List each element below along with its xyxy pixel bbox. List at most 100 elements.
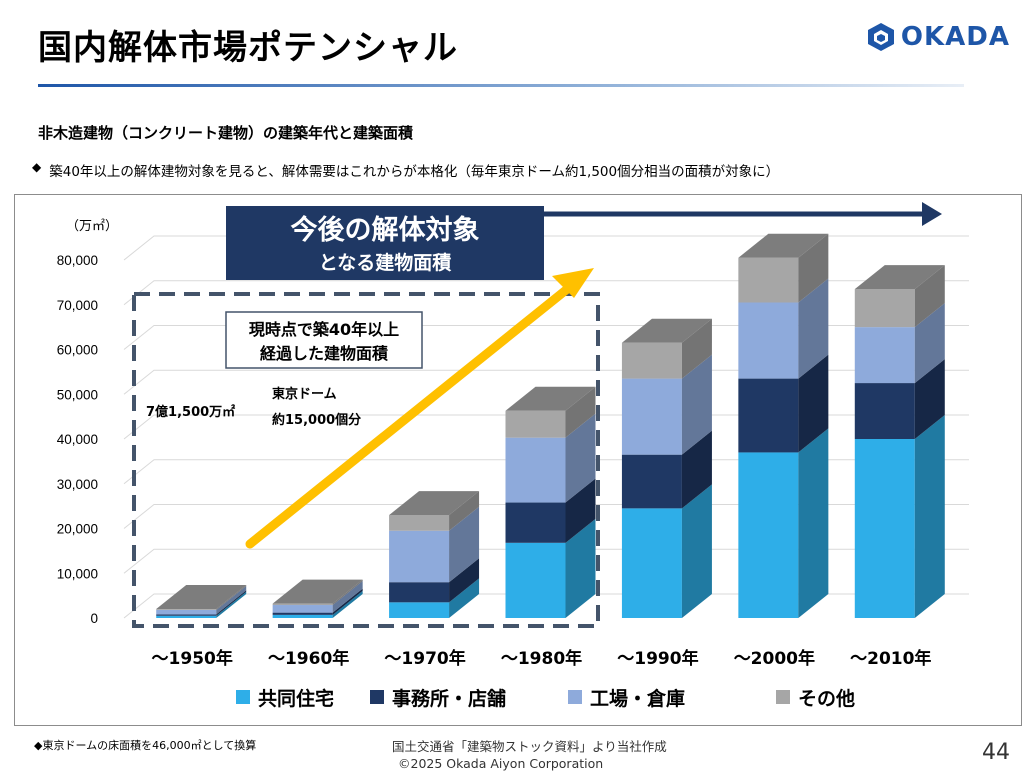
bar-segment-side bbox=[798, 428, 829, 618]
y-tick-label: 10,000 bbox=[57, 566, 98, 581]
bar-segment-その他 bbox=[156, 609, 217, 610]
copyright: ©2025 Okada Aiyon Corporation bbox=[398, 756, 604, 771]
legend-label: 事務所・店舗 bbox=[392, 687, 506, 710]
bar-segment-その他 bbox=[854, 289, 915, 328]
x-category-label: ～2000年 bbox=[734, 648, 815, 669]
bar-top bbox=[621, 318, 712, 343]
x-category-label: ～1970年 bbox=[384, 648, 465, 669]
y-tick-label: 0 bbox=[90, 611, 98, 626]
bar-segment-side bbox=[216, 585, 247, 615]
future-subtitle: となる建物面積 bbox=[319, 251, 451, 274]
bar-segment-共同住宅 bbox=[389, 602, 450, 618]
bar-segment-side bbox=[681, 484, 712, 618]
growth-arrow-line bbox=[245, 277, 581, 549]
x-category-label: ～1960年 bbox=[268, 648, 349, 669]
diamond-bullet-icon: ◆ bbox=[32, 160, 42, 174]
y-axis-ticks: 0 10,000 20,000 30,000 40,000 50,000 60,000 70,… bbox=[57, 253, 98, 626]
bar-segment-共同住宅 bbox=[738, 452, 799, 618]
bar-segment-side bbox=[216, 591, 247, 618]
y-tick-label: 50,000 bbox=[57, 387, 98, 402]
bar-segment-side bbox=[216, 590, 247, 616]
bar-segment-共同住宅 bbox=[505, 542, 566, 618]
hexagon-logo-icon bbox=[867, 23, 894, 51]
logo-text: OKADA bbox=[900, 22, 1010, 52]
bar-segment-事務所・店舗 bbox=[156, 614, 217, 616]
aged-note-line1: 現時点で築40年以上 bbox=[249, 320, 399, 339]
bar-segment-side bbox=[565, 413, 596, 503]
y-tick-label: 20,000 bbox=[57, 522, 98, 537]
bar-segment-工場・倉庫 bbox=[156, 609, 217, 615]
y-tick-label: 40,000 bbox=[57, 432, 98, 447]
growth-arrow-head bbox=[552, 268, 594, 298]
bar-segment-side bbox=[798, 233, 829, 303]
dome-line2: 約15,000個分 bbox=[272, 412, 361, 428]
x-category-label: ～1990年 bbox=[617, 648, 698, 669]
bar-segment-事務所・店舗 bbox=[272, 612, 333, 615]
bar-segment-工場・倉庫 bbox=[621, 378, 682, 455]
legend-label: 工場・倉庫 bbox=[590, 687, 685, 710]
bar-segment-side bbox=[798, 354, 829, 453]
chart-subtitle: 非木造建物（コンクリート建物）の建築年代と建築面積 bbox=[38, 124, 414, 142]
bar-segment-side bbox=[914, 415, 945, 618]
legend-swatch bbox=[236, 690, 250, 704]
legend-label: その他 bbox=[798, 687, 855, 710]
bar-top bbox=[272, 579, 363, 604]
okada-logo: OKADA bbox=[867, 22, 1010, 52]
y-axis-unit-label: （万㎡） bbox=[66, 218, 118, 233]
bar-segment-side bbox=[449, 578, 480, 618]
bar-segment-その他 bbox=[505, 410, 566, 438]
aged-area-total: 7億1,500万㎡ bbox=[146, 404, 235, 420]
bar-stack bbox=[854, 265, 945, 618]
bar-segment-side bbox=[565, 518, 596, 618]
bar-segment-工場・倉庫 bbox=[272, 605, 333, 613]
legend: 共同住宅 事務所・店舗 工場・倉庫 その他 bbox=[236, 687, 855, 710]
page-title: 国内解体市場ポテンシャル bbox=[38, 28, 458, 68]
bar-top bbox=[505, 386, 596, 411]
bar-segment-その他 bbox=[389, 515, 450, 531]
bar-stack bbox=[505, 386, 596, 618]
bar-segment-事務所・店舗 bbox=[854, 383, 915, 439]
bar-segment-side bbox=[681, 354, 712, 455]
bar-segment-工場・倉庫 bbox=[738, 302, 799, 379]
x-category-label: ～1980年 bbox=[501, 648, 582, 669]
bars bbox=[156, 233, 945, 618]
bar-segment-side bbox=[914, 303, 945, 384]
y-tick-label: 60,000 bbox=[57, 343, 98, 358]
aged-note-line2: 経過した建物面積 bbox=[260, 344, 389, 363]
bar-segment-その他 bbox=[738, 257, 799, 303]
legend-swatch bbox=[370, 690, 384, 704]
y-tick-label: 30,000 bbox=[57, 477, 98, 492]
bar-segment-side bbox=[449, 491, 480, 531]
bar-segment-工場・倉庫 bbox=[505, 437, 566, 503]
bar-segment-事務所・店舗 bbox=[505, 502, 566, 543]
bar-segment-工場・倉庫 bbox=[854, 327, 915, 384]
legend-label: 共同住宅 bbox=[258, 687, 334, 710]
bar-top bbox=[156, 585, 247, 610]
bar-segment-共同住宅 bbox=[156, 615, 217, 618]
bar-segment-side bbox=[914, 359, 945, 439]
bar-segment-side bbox=[449, 506, 480, 583]
bar-segment-side bbox=[332, 590, 363, 618]
chart-frame bbox=[14, 194, 1022, 726]
future-banner bbox=[226, 206, 544, 280]
dome-line1: 東京ドーム bbox=[272, 386, 337, 402]
bar-segment-side bbox=[449, 558, 480, 603]
footnote: ◆東京ドームの床面積を46,000㎡として換算 bbox=[34, 739, 257, 752]
x-category-label: ～2010年 bbox=[850, 648, 931, 669]
bar-segment-side bbox=[565, 386, 596, 438]
x-axis-categories: ～1950年 ～1960年 ～1970年 ～1980年 ～1990年 ～2000年 ～201… bbox=[152, 648, 932, 669]
y-tick-label: 80,000 bbox=[57, 253, 98, 268]
bar-segment-side bbox=[565, 478, 596, 543]
legend-swatch bbox=[776, 690, 790, 704]
bar-segment-事務所・店舗 bbox=[621, 454, 682, 509]
bar-stack bbox=[156, 585, 247, 618]
bar-stack bbox=[272, 579, 363, 618]
bar-segment-工場・倉庫 bbox=[389, 530, 450, 583]
source-note: 国土交通省「建築物ストック資料」より当社作成 bbox=[392, 739, 667, 754]
bar-segment-その他 bbox=[621, 342, 682, 379]
bar-segment-共同住宅 bbox=[272, 614, 333, 618]
aged-note-box bbox=[225, 311, 423, 369]
bar-segment-side bbox=[798, 278, 829, 379]
bar-segment-side bbox=[332, 581, 363, 613]
bar-segment-side bbox=[216, 585, 247, 610]
